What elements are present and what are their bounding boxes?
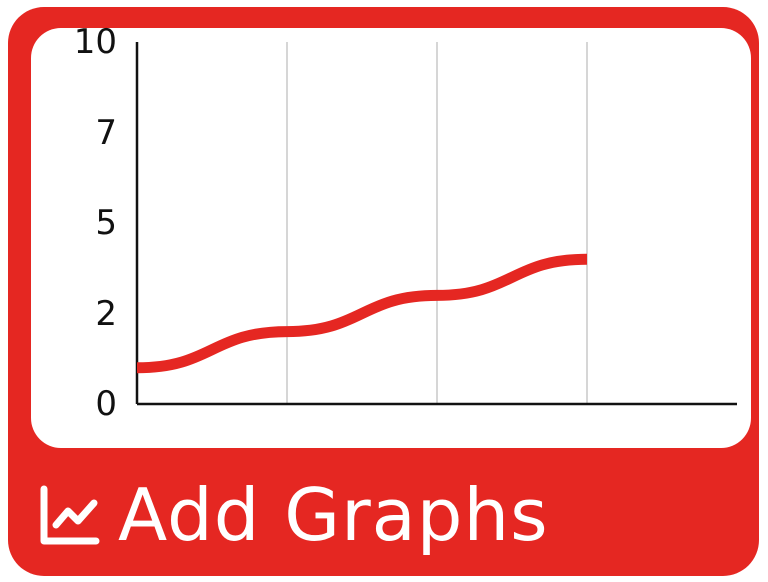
y-tick-label: 0: [95, 384, 117, 424]
line-chart-icon: [40, 485, 100, 545]
add-graphs-card[interactable]: 10 7 5 2 0 Add Graphs: [8, 7, 759, 576]
add-graphs-button[interactable]: Add Graphs: [38, 465, 549, 565]
y-tick-label: 2: [95, 293, 117, 334]
y-tick-label: 10: [73, 22, 117, 62]
chart-preview-panel: 10 7 5 2 0: [31, 25, 751, 448]
line-chart: [135, 42, 737, 406]
y-tick-label: 5: [95, 203, 117, 243]
series-line: [136, 253, 588, 374]
y-tick-label: 7: [95, 112, 117, 153]
add-graphs-label: Add Graphs: [118, 473, 549, 557]
